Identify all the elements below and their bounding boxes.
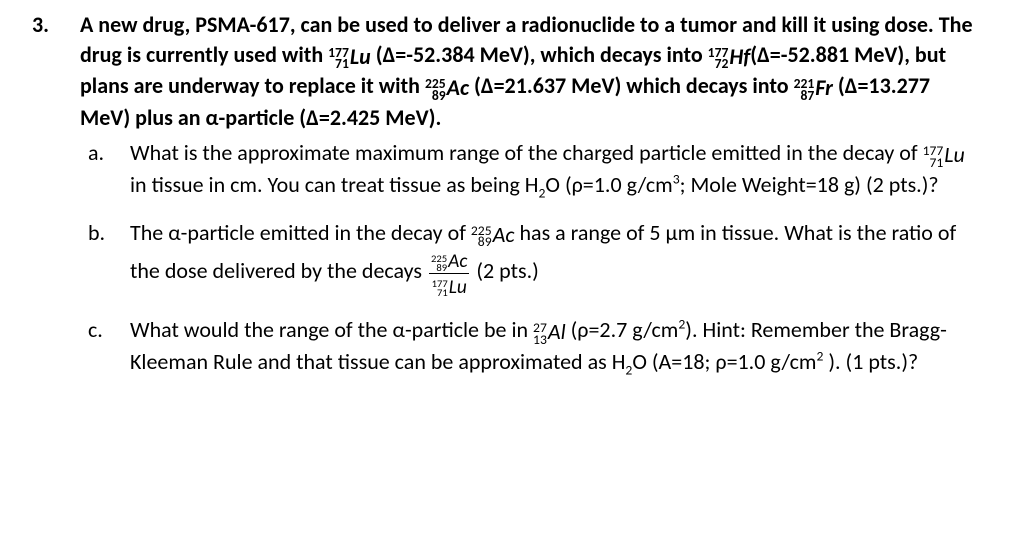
problem-3: 3. A new drug, PSMA-617, can be used to …	[28, 10, 982, 376]
page: 3. A new drug, PSMA-617, can be used to …	[0, 0, 1010, 386]
subpart-c: c. What would the range of the α-particl…	[80, 315, 982, 376]
subpart-a: a. What is the approximate maximum range…	[80, 138, 982, 199]
problem-intro: A new drug, PSMA-617, can be used to del…	[80, 10, 982, 132]
problem-body: A new drug, PSMA-617, can be used to del…	[80, 10, 982, 376]
subpart-b: b. The α-particle emitted in the decay o…	[80, 218, 982, 297]
subpart-letter: a.	[80, 138, 130, 168]
subparts: a. What is the approximate maximum range…	[80, 138, 982, 376]
subpart-body: What would the range of the α-particle b…	[130, 315, 982, 376]
subpart-letter: c.	[80, 315, 130, 345]
problem-number: 3.	[28, 10, 80, 40]
subpart-body: What is the approximate maximum range of…	[130, 138, 982, 199]
subpart-letter: b.	[80, 218, 130, 248]
subpart-body: The α-particle emitted in the decay of 2…	[130, 218, 982, 297]
